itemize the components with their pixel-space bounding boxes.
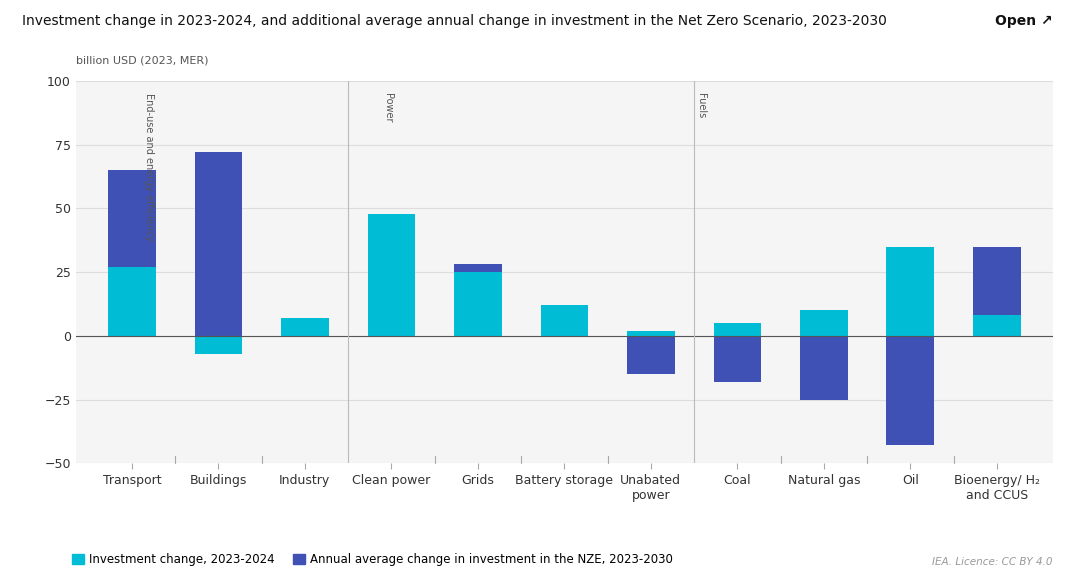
Bar bbox=[887, 247, 934, 336]
Bar bbox=[973, 316, 1021, 336]
Legend: Investment change, 2023-2024, Annual average change in investment in the NZE, 20: Investment change, 2023-2024, Annual ave… bbox=[71, 553, 673, 566]
Bar bbox=[800, 336, 848, 400]
Bar bbox=[540, 328, 589, 336]
Bar bbox=[367, 214, 415, 336]
Bar bbox=[194, 152, 242, 336]
Bar bbox=[194, 336, 242, 354]
Bar bbox=[714, 323, 761, 336]
Bar bbox=[714, 336, 761, 382]
Bar bbox=[627, 336, 675, 374]
Bar bbox=[281, 318, 328, 336]
Bar bbox=[454, 272, 501, 336]
Bar bbox=[627, 331, 675, 336]
Bar bbox=[887, 336, 934, 445]
Text: Fuels: Fuels bbox=[697, 93, 706, 118]
Bar bbox=[454, 265, 501, 336]
Bar bbox=[367, 254, 415, 336]
Text: billion USD (2023, MER): billion USD (2023, MER) bbox=[76, 56, 208, 66]
Bar bbox=[108, 267, 156, 336]
Text: End-use and energy efficiency: End-use and energy efficiency bbox=[144, 93, 154, 241]
Bar bbox=[540, 305, 589, 336]
Text: Investment change in 2023-2024, and additional average annual change in investme: Investment change in 2023-2024, and addi… bbox=[22, 14, 887, 28]
Bar bbox=[800, 310, 848, 336]
Text: IEA. Licence: CC BY 4.0: IEA. Licence: CC BY 4.0 bbox=[932, 558, 1053, 567]
Bar bbox=[281, 323, 328, 336]
Bar bbox=[973, 247, 1021, 336]
Bar bbox=[108, 170, 156, 336]
Text: Power: Power bbox=[383, 93, 393, 122]
Text: Open ↗: Open ↗ bbox=[996, 14, 1053, 28]
